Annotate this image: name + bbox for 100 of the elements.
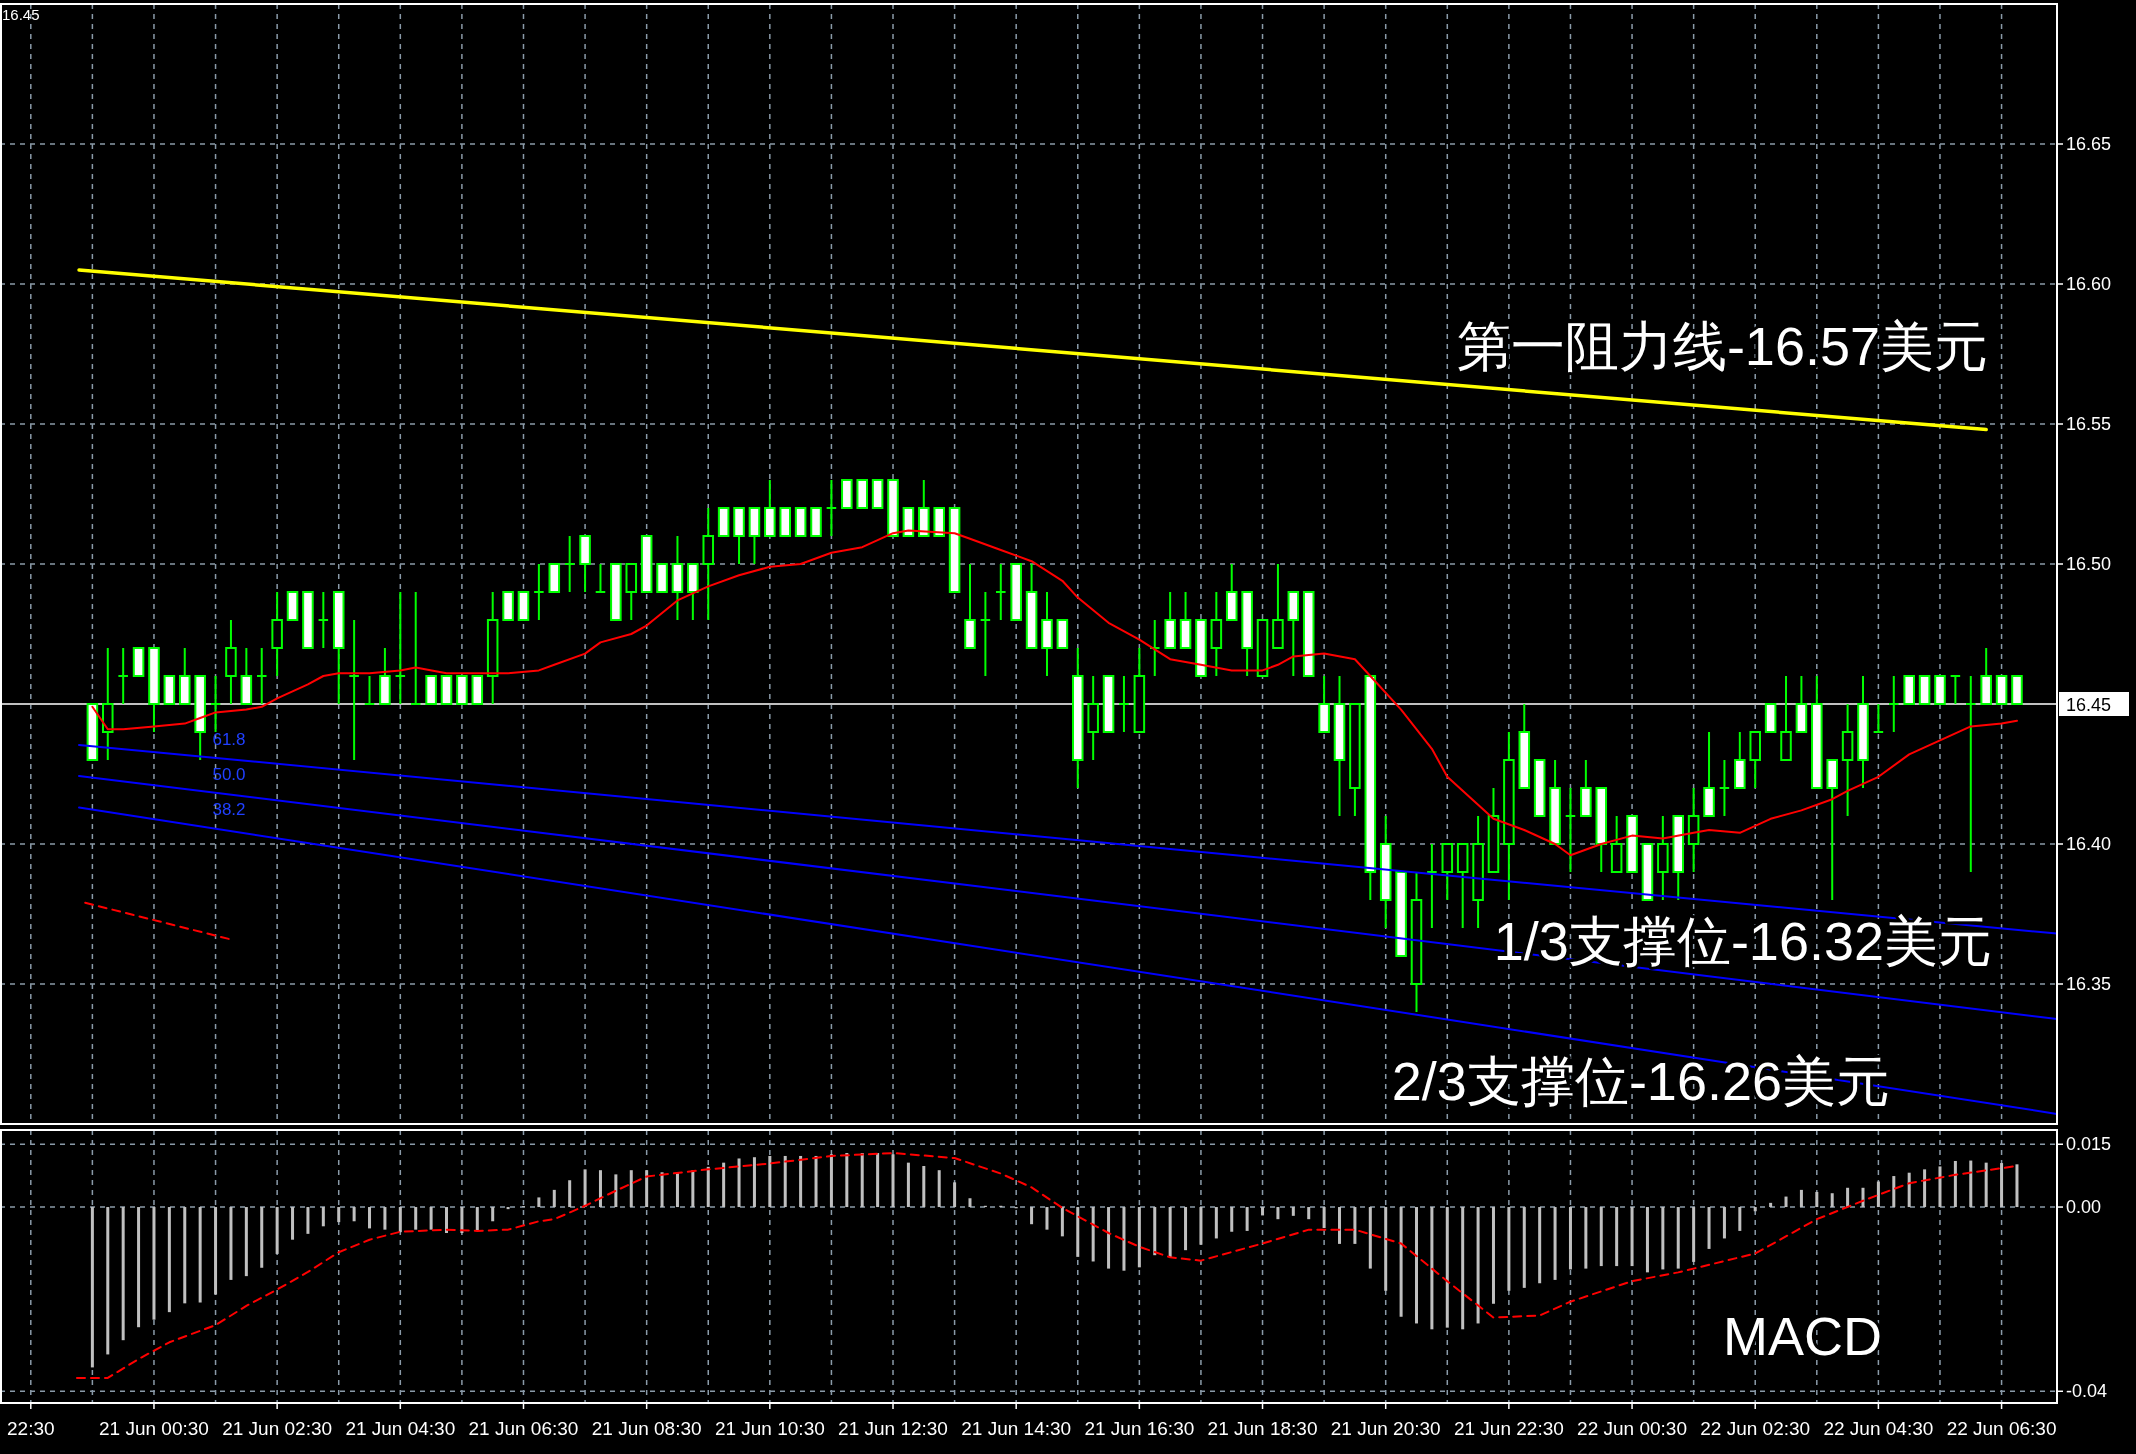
bar bbox=[1830, 1193, 1834, 1208]
bar bbox=[2000, 1163, 2004, 1208]
bar bbox=[1846, 1187, 1850, 1208]
bar bbox=[1338, 1207, 1342, 1244]
bar bbox=[1815, 1191, 1819, 1208]
bar bbox=[121, 1207, 125, 1341]
bar bbox=[414, 1207, 418, 1230]
bar bbox=[552, 1189, 556, 1208]
bar bbox=[876, 1153, 880, 1208]
bar bbox=[1907, 1172, 1911, 1208]
x-tick-label: 21 Jun 00:30 bbox=[99, 1418, 209, 1439]
bar bbox=[583, 1169, 587, 1208]
x-tick-label: 22:30 bbox=[7, 1418, 55, 1439]
bar bbox=[598, 1170, 602, 1208]
bar bbox=[1553, 1207, 1557, 1280]
bar bbox=[2015, 1164, 2019, 1208]
candlestick bbox=[979, 591, 992, 677]
bar bbox=[814, 1155, 818, 1208]
bar bbox=[1214, 1207, 1218, 1239]
bar bbox=[152, 1207, 156, 1320]
bar bbox=[1107, 1207, 1111, 1269]
bar bbox=[568, 1180, 572, 1208]
bar bbox=[1353, 1207, 1357, 1244]
bar bbox=[167, 1207, 171, 1313]
candlestick bbox=[1718, 759, 1731, 817]
candlestick bbox=[348, 619, 360, 761]
bar bbox=[460, 1207, 464, 1233]
candlestick bbox=[1564, 787, 1577, 873]
candlestick bbox=[1965, 675, 1977, 873]
bar bbox=[1861, 1187, 1865, 1208]
bar bbox=[706, 1166, 710, 1208]
y-tick-label: 16.40 bbox=[2066, 834, 2112, 854]
y-tick-label: 16.65 bbox=[2066, 134, 2112, 154]
candlestick bbox=[563, 535, 576, 593]
bar bbox=[1030, 1207, 1034, 1225]
bar bbox=[383, 1207, 387, 1230]
bar bbox=[1415, 1207, 1418, 1324]
bar bbox=[137, 1207, 141, 1328]
candlestick bbox=[825, 479, 838, 537]
bar bbox=[506, 1207, 510, 1210]
bar bbox=[675, 1172, 679, 1208]
bar bbox=[306, 1207, 310, 1234]
bar bbox=[645, 1170, 649, 1208]
bar bbox=[1661, 1207, 1665, 1270]
annotation: MACD bbox=[1723, 1306, 1882, 1366]
bar bbox=[1522, 1207, 1526, 1288]
bar bbox=[629, 1170, 633, 1208]
annotation: 16.45 bbox=[2, 6, 40, 23]
candlestick bbox=[1426, 843, 1438, 929]
annotation: 38.2 bbox=[212, 800, 246, 819]
bar bbox=[198, 1207, 202, 1303]
x-tick-label: 21 Jun 14:30 bbox=[961, 1418, 1072, 1439]
bar bbox=[1076, 1207, 1080, 1257]
candlestick bbox=[317, 591, 330, 649]
bar bbox=[1476, 1207, 1480, 1324]
bar bbox=[291, 1207, 295, 1240]
candlestick bbox=[1888, 675, 1900, 733]
bar bbox=[1784, 1196, 1788, 1208]
y-tick-label: -0.04 bbox=[2066, 1381, 2108, 1402]
bar bbox=[1091, 1207, 1095, 1262]
bar bbox=[1538, 1207, 1542, 1284]
bar bbox=[891, 1154, 895, 1208]
bar bbox=[906, 1162, 910, 1208]
bar bbox=[475, 1207, 479, 1231]
bar bbox=[1676, 1207, 1680, 1269]
bar bbox=[922, 1166, 926, 1208]
bar bbox=[183, 1207, 187, 1304]
bar bbox=[244, 1207, 248, 1277]
x-tick-label: 21 Jun 20:30 bbox=[1330, 1418, 1441, 1439]
bar bbox=[229, 1207, 233, 1280]
x-tick-label: 21 Jun 16:30 bbox=[1084, 1418, 1195, 1439]
bar bbox=[722, 1162, 726, 1208]
bar bbox=[1307, 1207, 1311, 1220]
y-tick-label: 16.50 bbox=[2066, 554, 2112, 574]
y-tick-label: 16.55 bbox=[2066, 414, 2112, 434]
bar bbox=[752, 1157, 756, 1208]
bar bbox=[1245, 1207, 1249, 1231]
bar bbox=[1753, 1207, 1757, 1212]
bar bbox=[783, 1155, 787, 1208]
bar bbox=[1230, 1207, 1234, 1232]
bar bbox=[737, 1158, 741, 1208]
bar bbox=[1461, 1207, 1465, 1330]
bar bbox=[1276, 1207, 1280, 1220]
y-tick-label: 16.60 bbox=[2066, 274, 2112, 294]
bar bbox=[337, 1207, 341, 1223]
candlestick bbox=[1949, 675, 1962, 705]
bar bbox=[1615, 1207, 1619, 1267]
bar bbox=[953, 1182, 957, 1208]
annotation: 第一阻力线-16.57美元 bbox=[1456, 316, 1988, 376]
bar bbox=[214, 1207, 218, 1295]
ref-line-label: 16.45 bbox=[2066, 695, 2112, 715]
bar bbox=[1491, 1207, 1495, 1304]
bar bbox=[1568, 1207, 1572, 1270]
bar bbox=[1953, 1160, 1957, 1208]
bar bbox=[90, 1207, 94, 1368]
bar bbox=[1060, 1207, 1064, 1237]
bar bbox=[829, 1154, 833, 1208]
bar bbox=[491, 1207, 495, 1222]
bar bbox=[275, 1207, 279, 1254]
x-tick-label: 22 Jun 00:30 bbox=[1577, 1418, 1687, 1439]
